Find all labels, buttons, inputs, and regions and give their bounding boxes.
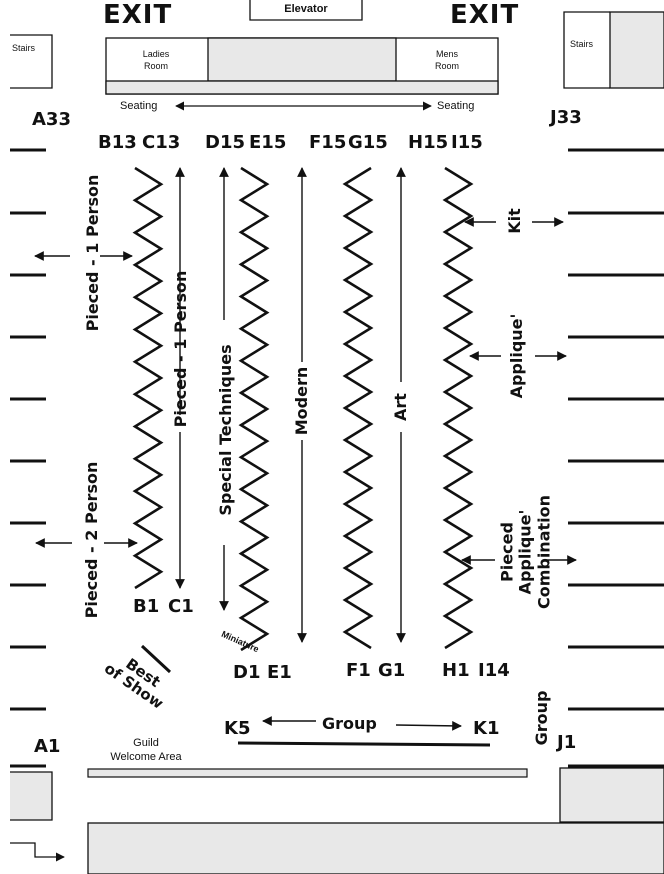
row-label-k1: K1 xyxy=(473,718,500,739)
zigzag-rows xyxy=(132,166,474,652)
row-label-a33: A33 xyxy=(32,109,71,130)
right-wall-panels xyxy=(568,148,664,768)
section-kit: Kit xyxy=(505,208,524,234)
stairs-label-right: Stairs xyxy=(570,39,594,49)
section-pieced-1-person-center: Pieced - 1 Person xyxy=(171,270,190,428)
row-label-j1: J1 xyxy=(557,732,577,753)
section-group-side: Group xyxy=(532,690,551,746)
mens-room-label: Mens Room xyxy=(434,49,459,72)
row-label-h1: H1 xyxy=(442,660,470,681)
row-label-e1: E1 xyxy=(267,662,292,683)
welcome-table xyxy=(87,768,528,778)
stairs-label-left: Stairs xyxy=(12,43,36,53)
section-art: Art xyxy=(391,393,410,421)
aisle-arrows xyxy=(175,167,406,643)
row-label-f15: F15 xyxy=(309,132,347,153)
guild-welcome-area-label: Guild Welcome Area xyxy=(110,737,182,764)
row-label-h15: H15 xyxy=(408,132,449,153)
side-arrows xyxy=(34,217,577,565)
zigzag-row-bc xyxy=(132,166,164,590)
section-group-bottom: Group xyxy=(322,714,377,733)
section-modern: Modern xyxy=(292,366,311,436)
left-wall-panels xyxy=(10,148,46,768)
row-label-c1: C1 xyxy=(168,596,194,617)
row-label-e15: E15 xyxy=(249,132,287,153)
section-applique: Applique' xyxy=(507,313,526,399)
seating-label-right: Seating xyxy=(437,100,475,112)
row-label-g15: G15 xyxy=(348,132,388,153)
seating-label-left: Seating xyxy=(120,100,158,112)
zigzag-row-de xyxy=(238,166,270,652)
elevator-label: Elevator xyxy=(284,3,328,15)
row-label-i15: I15 xyxy=(451,132,483,153)
row-label-d1: D1 xyxy=(233,662,261,683)
exit-label-right: EXIT xyxy=(450,0,520,30)
section-pieced-1-person-left: Pieced - 1 Person xyxy=(83,174,102,332)
section-pieced-applique-combination: Pieced Applique' Combination xyxy=(497,494,554,610)
section-pieced-2-person: Pieced - 2 Person xyxy=(82,461,101,619)
row-label-b13: B13 xyxy=(98,132,137,153)
bottom-structures xyxy=(10,767,664,874)
row-label-g1: G1 xyxy=(378,660,406,681)
exit-label-left: EXIT xyxy=(103,0,173,30)
group-arrows xyxy=(237,716,491,747)
row-label-i14: I14 xyxy=(478,660,510,681)
row-label-j33: J33 xyxy=(550,107,582,128)
row-label-c13: C13 xyxy=(142,132,181,153)
best-of-show-divider xyxy=(140,644,172,674)
ladies-room-label: Ladies Room xyxy=(142,49,170,72)
zigzag-row-fg xyxy=(342,166,374,650)
row-label-d15: D15 xyxy=(205,132,245,153)
top-structures xyxy=(10,0,664,95)
row-label-a1: A1 xyxy=(34,736,61,757)
row-label-k5: K5 xyxy=(224,718,251,739)
zigzag-row-hi xyxy=(442,166,474,650)
row-label-b1: B1 xyxy=(133,596,160,617)
row-label-f1: F1 xyxy=(346,660,371,681)
section-special-techniques: Special Techniques xyxy=(216,344,235,516)
